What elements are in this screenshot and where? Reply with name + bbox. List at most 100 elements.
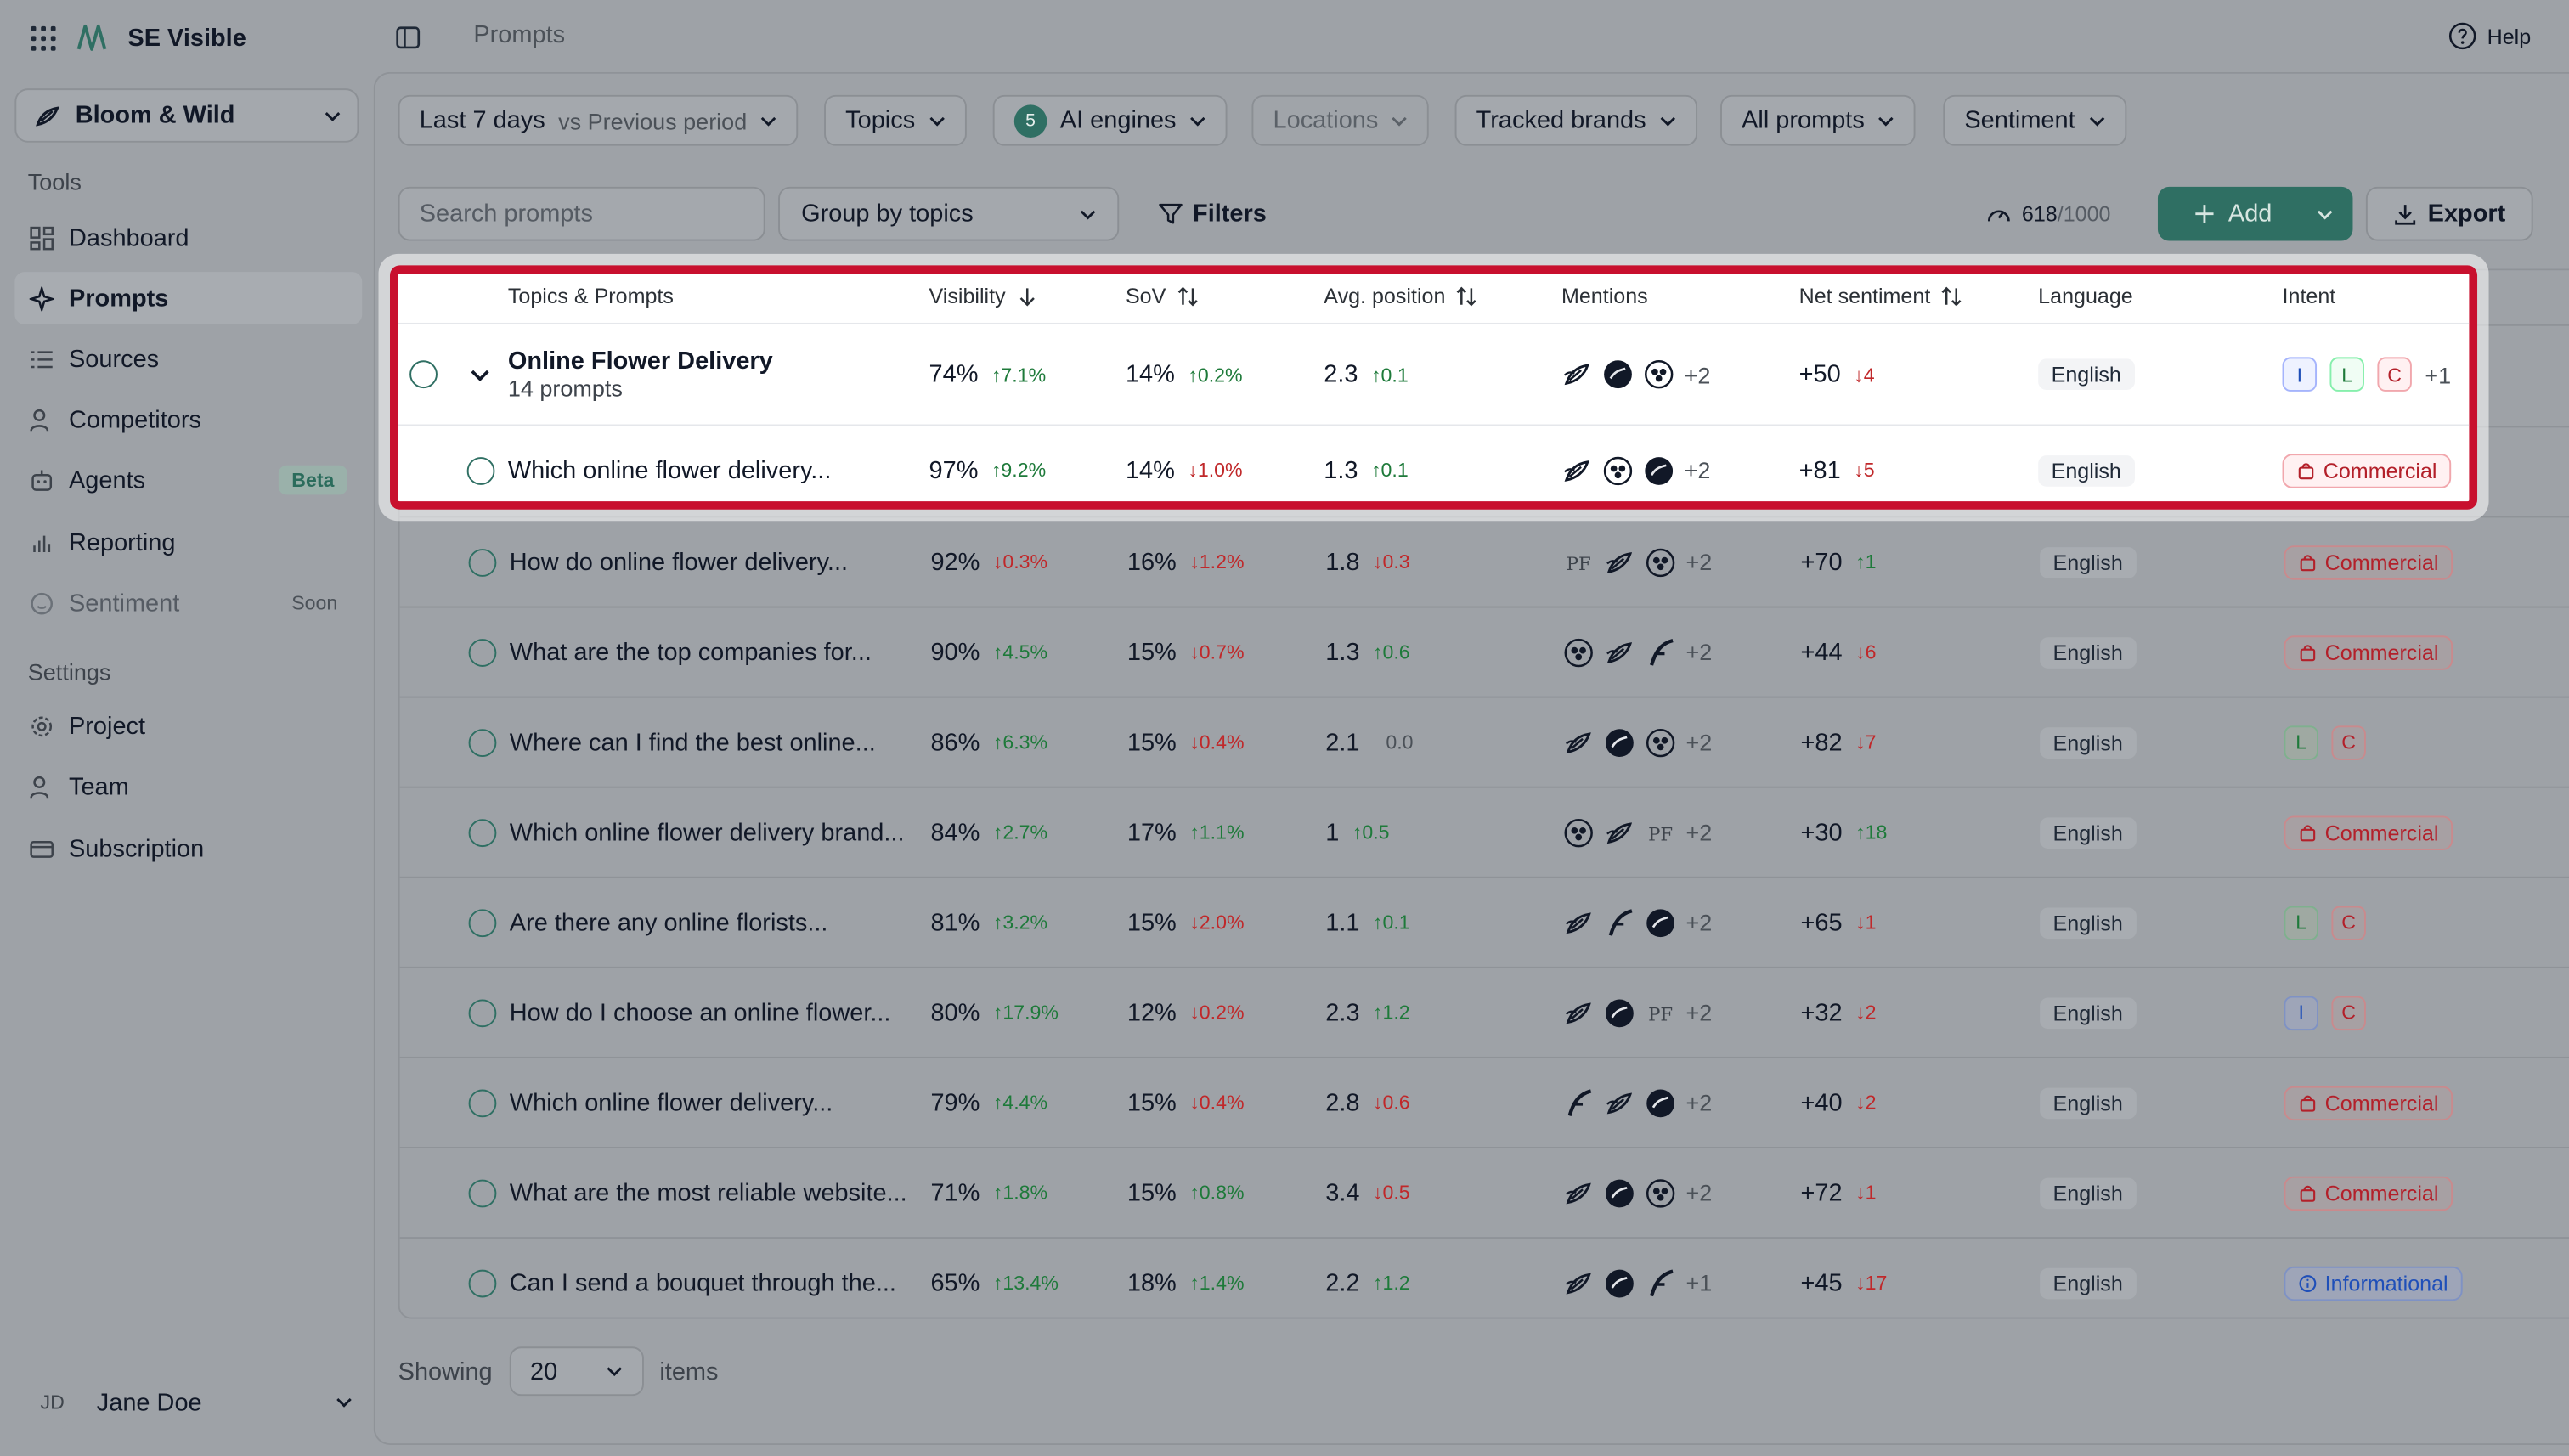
prompt-cell[interactable]: How do online flower delivery... [510, 517, 848, 606]
intent-pill-l: L [2284, 905, 2318, 940]
prompt-cell[interactable]: Can I send a bouquet through the... [510, 1239, 896, 1318]
ai-engines-filter[interactable]: 5 AI engines [992, 94, 1228, 146]
language-cell: English [2040, 788, 2137, 877]
avatar: JD [24, 1374, 81, 1431]
row-checkbox[interactable] [468, 968, 497, 1057]
col-net-sentiment[interactable]: Net sentiment [1799, 274, 1963, 323]
language-badge: English [2038, 454, 2135, 486]
row-checkbox[interactable] [466, 426, 495, 501]
row-checkbox[interactable] [468, 1239, 497, 1318]
sidebar-item-project[interactable]: Project [14, 700, 362, 753]
group-by-select[interactable]: Group by topics [778, 186, 1120, 241]
language-badge: English [2040, 1177, 2137, 1209]
table-row[interactable]: Are there any online florists... 81% ↑3.2… [399, 878, 2569, 968]
row-checkbox[interactable] [468, 698, 497, 787]
sidebar-item-subscription[interactable]: Subscription [14, 822, 362, 875]
shopping-bag-icon [2300, 554, 2316, 571]
prompt-cell[interactable]: Which online flower delivery... [508, 426, 832, 501]
flower-brand-logo-icon [1606, 1268, 1634, 1297]
sentiment-value: +70 [1800, 548, 1843, 576]
floral-brand-logo-icon [1645, 360, 1674, 389]
help-button[interactable]: Help [2448, 21, 2531, 51]
topic-name: Online Flower Delivery 14 prompts [508, 324, 773, 425]
table-row[interactable]: Can I send a bouquet through the... 65% ↑… [400, 1239, 2569, 1318]
search-input[interactable]: Search prompts [398, 186, 765, 241]
table-row[interactable]: Which online flower delivery brand... 84… [399, 788, 2569, 878]
visibility-cell: 81% ↑3.2% [930, 878, 1047, 967]
row-checkbox[interactable] [468, 1148, 497, 1237]
prompt-cell[interactable]: Are there any online florists... [510, 878, 828, 967]
prompt-cell[interactable]: What are the most reliable website... [510, 1148, 907, 1237]
tracked-brands-filter[interactable]: Tracked brands [1454, 94, 1697, 146]
sidebar-item-team[interactable]: Team [14, 760, 362, 813]
list-icon [31, 350, 53, 368]
prompt-cell[interactable]: How do I choose an online flower... [510, 968, 891, 1057]
filters-button[interactable]: Filters [1159, 187, 1267, 241]
row-checkbox[interactable] [468, 1058, 497, 1147]
position-delta: 0.0 [1386, 731, 1414, 754]
sort-icon[interactable] [1455, 285, 1478, 308]
sentiment-delta: ↓6 [1855, 641, 1877, 664]
expand-toggle[interactable] [471, 324, 490, 425]
sidebar-item-sources[interactable]: Sources [14, 333, 362, 386]
flower-brand-logo-icon [1606, 998, 1634, 1027]
visibility-cell: 79% ↑4.4% [930, 1058, 1047, 1147]
visibility-value: 71% [930, 1178, 980, 1207]
sort-icon[interactable] [1940, 285, 1963, 308]
table-row[interactable]: How do I choose an online flower... 80% ↑… [399, 968, 2569, 1058]
sentiment-filter[interactable]: Sentiment [1943, 94, 2126, 146]
row-checkbox[interactable] [468, 878, 497, 967]
row-checkbox[interactable] [468, 608, 497, 697]
topics-filter[interactable]: Topics [824, 94, 966, 146]
table-row[interactable]: Which online flower delivery... 97% ↑9.2%… [398, 426, 2470, 501]
prompt-cell[interactable]: What are the top companies for... [510, 608, 872, 697]
position-cell: 3.4 ↓0.5 [1325, 1148, 1409, 1237]
topic-checkbox[interactable] [409, 324, 438, 425]
intent-cell: Commercial [2284, 608, 2453, 697]
sort-desc-icon[interactable] [1015, 285, 1038, 308]
filters-label: Filters [1193, 200, 1267, 229]
prompt-cell[interactable]: Where can I find the best online... [510, 698, 876, 787]
col-avg-position[interactable]: Avg. position [1324, 274, 1478, 323]
sidebar-item-agents[interactable]: Agents Beta [14, 454, 362, 506]
export-label: Export [2427, 200, 2506, 229]
sidebar-item-prompts[interactable]: Prompts [14, 272, 363, 324]
table-row[interactable]: What are the most reliable website... 71… [399, 1148, 2569, 1239]
col-visibility[interactable]: Visibility [929, 274, 1039, 323]
add-label: Add [2227, 200, 2273, 229]
apps-grid-icon[interactable] [30, 25, 56, 51]
prompt-cell[interactable]: Which online flower delivery... [510, 1058, 833, 1147]
row-checkbox[interactable] [468, 788, 497, 877]
sidebar-item-dashboard[interactable]: Dashboard [14, 212, 362, 264]
prompts-filter[interactable]: All prompts [1720, 94, 1916, 146]
sort-icon[interactable] [1176, 285, 1199, 308]
sentiment-value: +81 [1798, 456, 1841, 484]
prompt-text: Which online flower delivery brand... [509, 818, 905, 847]
sidebar-item-competitors[interactable]: Competitors [14, 393, 362, 446]
table-row[interactable]: Which online flower delivery... 79% ↑4.4%… [399, 1058, 2569, 1148]
prompt-cell[interactable]: Which online flower delivery brand... [510, 788, 905, 877]
export-button[interactable]: Export [2365, 186, 2533, 241]
sidebar-toggle-icon[interactable] [395, 25, 421, 51]
add-dropdown[interactable] [2297, 206, 2353, 222]
locations-filter: Locations [1251, 94, 1430, 146]
period-filter[interactable]: Last 7 days vs Previous period [398, 94, 799, 146]
sov-cell: 15% ↓0.4% [1127, 1058, 1245, 1147]
workspace-selector[interactable]: Bloom & Wild [14, 88, 359, 143]
add-button[interactable]: Add [2157, 186, 2353, 241]
position-cell: 1.1 ↑0.1 [1325, 878, 1409, 967]
col-sov[interactable]: SoV [1126, 274, 1199, 323]
sidebar-item-reporting[interactable]: Reporting [14, 516, 362, 569]
user-menu[interactable]: JD Jane Doe [24, 1373, 353, 1431]
visibility-cell: 84% ↑2.7% [930, 788, 1047, 877]
page-size-select[interactable]: 20 [508, 1346, 644, 1397]
table-row[interactable]: Where can I find the best online... 86% ↑… [399, 698, 2569, 788]
table-row[interactable]: What are the top companies for... 90% ↑4.… [399, 608, 2569, 698]
topic-row[interactable]: Online Flower Delivery 14 prompts 74% ↑7.… [398, 324, 2470, 426]
add-main[interactable]: Add [2158, 200, 2297, 228]
sentiment-filter-label: Sentiment [1964, 106, 2075, 135]
table-row[interactable]: How do online flower delivery... 92% ↓0.3… [399, 517, 2569, 608]
row-checkbox[interactable] [468, 517, 497, 606]
topics-label: Topics [845, 106, 916, 135]
